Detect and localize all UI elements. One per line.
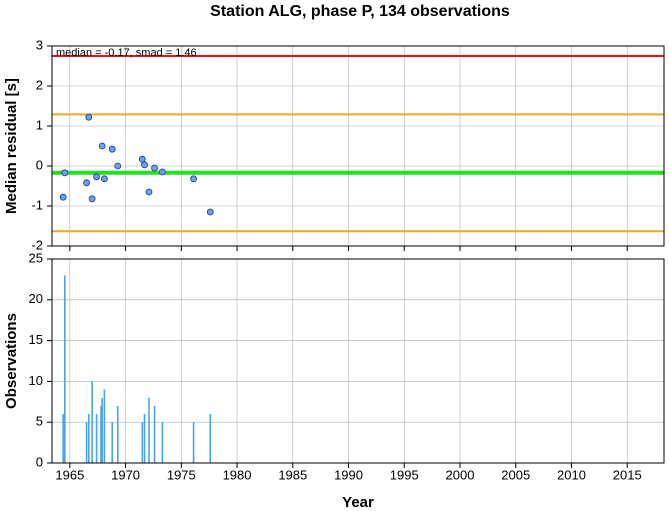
x-tick-label: 2000 [446,467,475,482]
point [83,179,90,187]
chart-title: Station ALG, phase P, 134 observations [210,3,510,20]
y-axis-label: Median residual [s] [3,78,20,214]
point [108,145,116,153]
annotation: median = -0.17, smad = 1.46 [56,47,197,59]
y-tick-label: 20 [29,291,43,306]
x-tick-label: 2005 [501,467,530,482]
point [85,113,93,121]
point [93,173,100,181]
y-tick-label: 15 [29,332,43,347]
point [190,175,197,183]
y-tick-label: -2 [31,237,43,252]
x-tick-label: 1980 [223,467,252,482]
y-tick-label: 5 [36,414,43,429]
point [206,208,214,216]
point [100,175,108,183]
x-tick-label: 1970 [111,467,140,482]
point [151,164,158,172]
point [145,188,153,196]
point [59,193,67,201]
x-tick-label: 1990 [334,467,363,482]
point [98,142,106,150]
x-tick-label: 2015 [613,467,642,482]
y-tick-label: 1 [36,117,43,132]
y-axis-label: Observations [3,313,20,409]
x-tick-label: 1985 [278,467,307,482]
plot-frame [51,45,665,247]
y-tick-label: 0 [36,454,43,469]
y-tick-label: 10 [29,373,43,388]
point [138,155,146,163]
x-tick-label: 1965 [55,467,84,482]
y-tick-label: -1 [31,197,43,212]
x-tick-label: 2010 [557,467,586,482]
x-axis-label: Year [342,494,374,511]
point [88,195,96,203]
plot-frame [51,258,665,464]
y-tick-label: 3 [36,37,43,52]
point [114,162,122,170]
point [61,169,69,177]
x-tick-label: 1975 [167,467,196,482]
y-tick-label: 2 [36,77,43,92]
point [141,161,148,169]
point [158,168,166,176]
y-tick-label: 25 [29,250,43,265]
y-tick-label: 0 [36,157,43,172]
x-tick-label: 1995 [390,467,419,482]
